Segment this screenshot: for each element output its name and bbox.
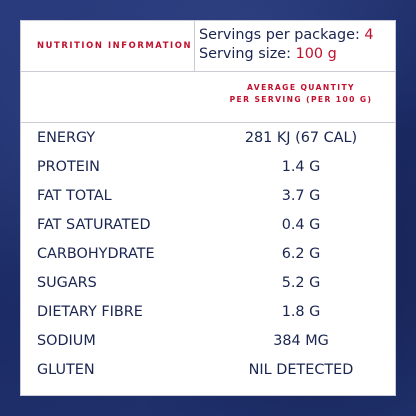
nutrient-amount: 1.8 G (281, 304, 321, 320)
column-header-line2: PER SERVING (PER 100 G) (229, 95, 373, 104)
serving-size: Serving size: 100 g (199, 46, 337, 62)
column-header-line1: AVERAGE QUANTITY (247, 83, 355, 92)
serving-size-label: Serving size: (199, 46, 292, 62)
nutrient-row-gluten: GLUTEN NIL DETECTED (21, 357, 395, 386)
nutrient-row-sugars: SUGARS 5.2 G (21, 270, 395, 299)
nutrient-name: SODIUM (37, 333, 96, 349)
nutrient-row-protein: PROTEIN 1.4 G (21, 154, 395, 183)
nutrient-row-fat-saturated: FAT SATURATED 0.4 G (21, 212, 395, 241)
nutrient-row-sodium: SODIUM 384 MG (21, 328, 395, 357)
servings-value: 4 (364, 27, 374, 43)
nutrient-amount: 1.4 G (281, 159, 321, 175)
nutrient-name: CARBOHYDRATE (37, 246, 155, 262)
nutrient-name: GLUTEN (37, 362, 95, 378)
title-row: NUTRITION INFORMATION Servings per packa… (21, 21, 395, 72)
nutrient-row-dietary-fibre: DIETARY FIBRE 1.8 G (21, 299, 395, 328)
nutrient-amount: 5.2 G (281, 275, 321, 291)
servings-per-package: Servings per package: 4 (199, 27, 374, 43)
title-divider (194, 21, 195, 71)
nutrient-amount: 3.7 G (281, 188, 321, 204)
nutrient-amount: NIL DETECTED (248, 362, 354, 378)
serving-size-value: 100 g (295, 46, 337, 62)
nutrient-row-fat-total: FAT TOTAL 3.7 G (21, 183, 395, 212)
nutrient-name: PROTEIN (37, 159, 100, 175)
nutrient-name: FAT SATURATED (37, 217, 151, 233)
nutrient-amount: 384 MG (273, 333, 329, 349)
nutrient-name: FAT TOTAL (37, 188, 112, 204)
nutrient-row-carbohydrate: CARBOHYDRATE 6.2 G (21, 241, 395, 270)
panel-title: NUTRITION INFORMATION (37, 40, 193, 50)
nutrient-name: SUGARS (37, 275, 97, 291)
nutrition-panel: NUTRITION INFORMATION Servings per packa… (20, 20, 396, 396)
nutrient-name: DIETARY FIBRE (37, 304, 143, 320)
nutrient-amount: 281 KJ (67 CAL) (244, 130, 358, 146)
nutrient-amount: 6.2 G (281, 246, 321, 262)
nutrient-amount: 0.4 G (281, 217, 321, 233)
nutrient-name: ENERGY (37, 130, 96, 146)
servings-label: Servings per package: (199, 27, 360, 43)
nutrient-row-energy: ENERGY 281 KJ (67 CAL) (21, 125, 395, 154)
column-header-row: AVERAGE QUANTITY PER SERVING (PER 100 G) (21, 72, 395, 123)
